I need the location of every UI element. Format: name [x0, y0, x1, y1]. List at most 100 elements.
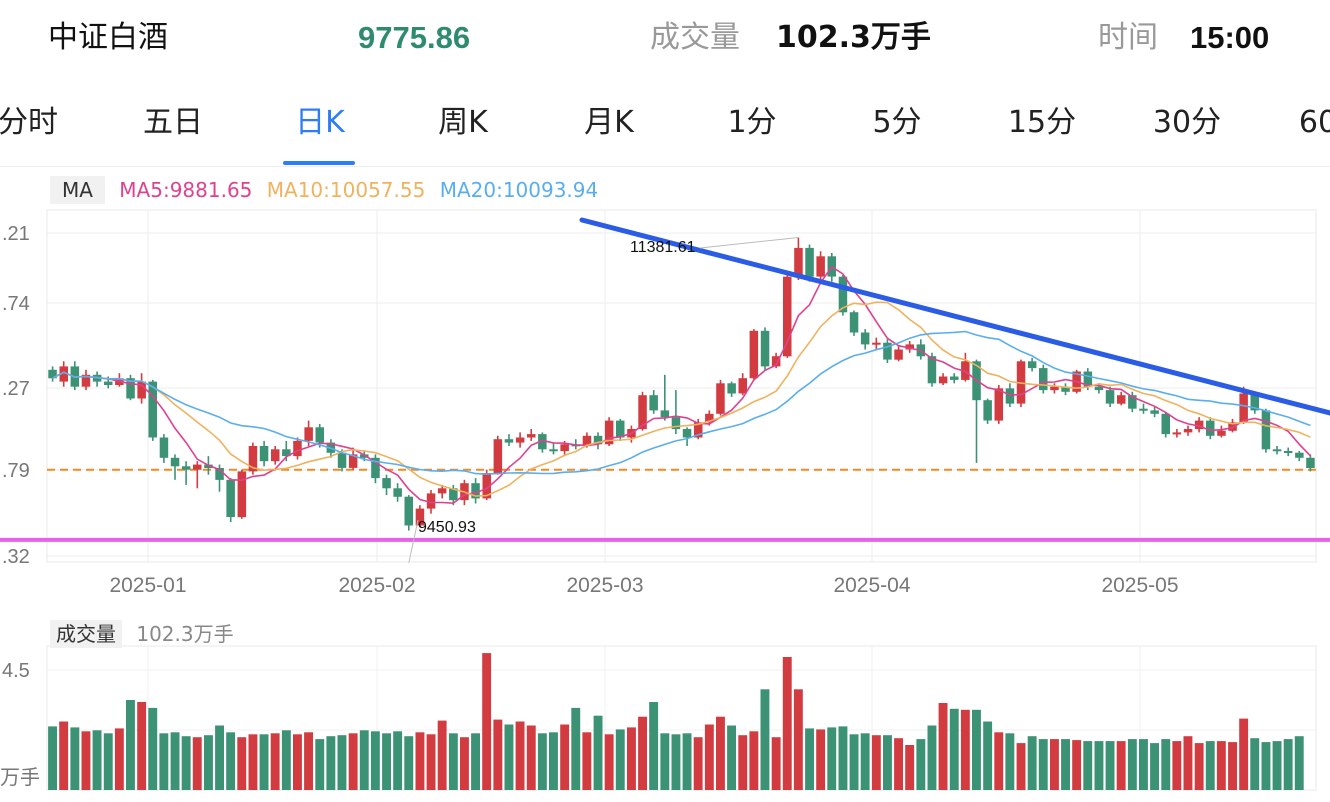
tab-five-day[interactable]: 五日 — [143, 105, 203, 140]
candle-body — [259, 446, 269, 462]
volume-bar — [70, 727, 80, 790]
tab-1min[interactable]: 1分 — [727, 105, 777, 140]
ma-tag[interactable]: MA — [50, 176, 105, 204]
volume-bar — [415, 732, 425, 790]
tab-30min[interactable]: 30分 — [1152, 105, 1222, 140]
candle-body — [816, 256, 825, 277]
candle-body — [493, 439, 503, 474]
volume-bar — [159, 733, 169, 790]
candle-body — [404, 496, 413, 526]
tab-monthly-k[interactable]: 月K — [584, 105, 634, 140]
volume-bar — [359, 730, 369, 790]
candle-body — [371, 457, 380, 479]
volume-bar — [905, 745, 915, 790]
volume-bar — [894, 738, 903, 790]
tab-15min[interactable]: 15分 — [1007, 105, 1077, 140]
volume-bar — [1261, 742, 1271, 790]
volume-bar — [693, 737, 703, 790]
volume-bar — [771, 737, 781, 790]
tab-intraday[interactable]: 分时 — [0, 105, 58, 140]
candle-body — [360, 454, 369, 458]
candle-body — [104, 381, 113, 385]
candle-body — [894, 349, 903, 360]
tab-5min[interactable]: 5分 — [872, 105, 922, 140]
volume-bar — [370, 731, 380, 790]
candle-body — [471, 483, 480, 499]
volume-bar — [949, 708, 959, 790]
candle-body — [1105, 390, 1115, 404]
candle-body — [694, 422, 703, 438]
candle-body — [293, 440, 302, 457]
volume-bar — [1239, 718, 1249, 790]
candle-body — [1128, 395, 1137, 409]
date-tick-label: 2025-04 — [833, 574, 910, 597]
volume-bar — [1127, 739, 1137, 790]
volume-bar — [883, 735, 892, 790]
volume-bar — [549, 732, 558, 790]
candle-body — [515, 437, 525, 443]
tab-daily-k[interactable]: 日K — [295, 105, 345, 140]
volume-bar — [571, 707, 581, 790]
candle-body — [760, 330, 770, 367]
candle-body — [1228, 422, 1237, 431]
candle-body — [1295, 452, 1304, 458]
volume-bar — [204, 735, 213, 790]
candle-body — [1217, 430, 1226, 436]
candle-body — [1094, 386, 1104, 391]
volume-bar — [1005, 733, 1015, 790]
volume-bar — [1250, 738, 1260, 790]
candle-body — [1150, 410, 1159, 414]
volume-bar — [849, 734, 859, 790]
volume-bar — [660, 733, 670, 790]
volume-bar — [493, 719, 503, 790]
tab-weekly-k[interactable]: 周K — [438, 105, 488, 140]
volume-bar — [1283, 739, 1293, 790]
candle-body — [560, 444, 569, 452]
candle-body — [226, 479, 235, 517]
volume-bar — [871, 735, 881, 790]
volume-bar — [816, 729, 826, 790]
time-value: 15:00 — [1190, 20, 1270, 55]
candle-body — [660, 410, 670, 418]
volume-bar — [382, 733, 391, 790]
volume-label: 成交量 — [650, 20, 740, 55]
candle-body — [81, 374, 91, 387]
volume-bar — [1050, 739, 1059, 790]
volume-bar — [526, 725, 536, 790]
volume-bar — [1116, 741, 1126, 790]
volume-bar — [560, 724, 570, 790]
candle-body — [994, 388, 1003, 421]
volume-bars — [48, 653, 1304, 790]
volume-bar — [515, 721, 525, 790]
candle-body — [849, 312, 859, 333]
trendline-group — [579, 217, 1330, 416]
candle-body — [538, 434, 547, 450]
active-tab-indicator — [283, 161, 355, 165]
ma20-value: MA20:10093.94 — [439, 178, 599, 202]
high-pointer — [699, 237, 799, 249]
price-tick-label: .79 — [2, 460, 30, 482]
candle-body — [504, 439, 514, 443]
date-tick-label: 2025-05 — [1101, 574, 1178, 597]
volume-legend-value: 102.3万手 — [136, 622, 234, 646]
candle-body — [59, 366, 68, 382]
candle-body — [1039, 368, 1048, 391]
volume-bar — [504, 724, 514, 790]
candle-body — [1306, 457, 1315, 468]
volume-bar — [48, 726, 57, 790]
candle-body — [671, 417, 681, 430]
price-axis: .21 .74 .27 .79 .32 — [2, 223, 30, 568]
candle-body — [181, 466, 191, 470]
volume-bar — [471, 733, 480, 790]
volume-tag[interactable]: 成交量 — [50, 620, 122, 648]
volume-bar — [404, 736, 414, 790]
date-tick-label: 2025-01 — [109, 574, 186, 597]
ma20-line — [52, 330, 1311, 475]
candle-body — [1061, 386, 1070, 392]
volume-bar — [793, 689, 803, 790]
candle-body — [426, 493, 436, 509]
tab-60min[interactable]: 60 — [1298, 105, 1330, 140]
volume-bar — [604, 734, 614, 790]
candle-body — [248, 446, 258, 472]
